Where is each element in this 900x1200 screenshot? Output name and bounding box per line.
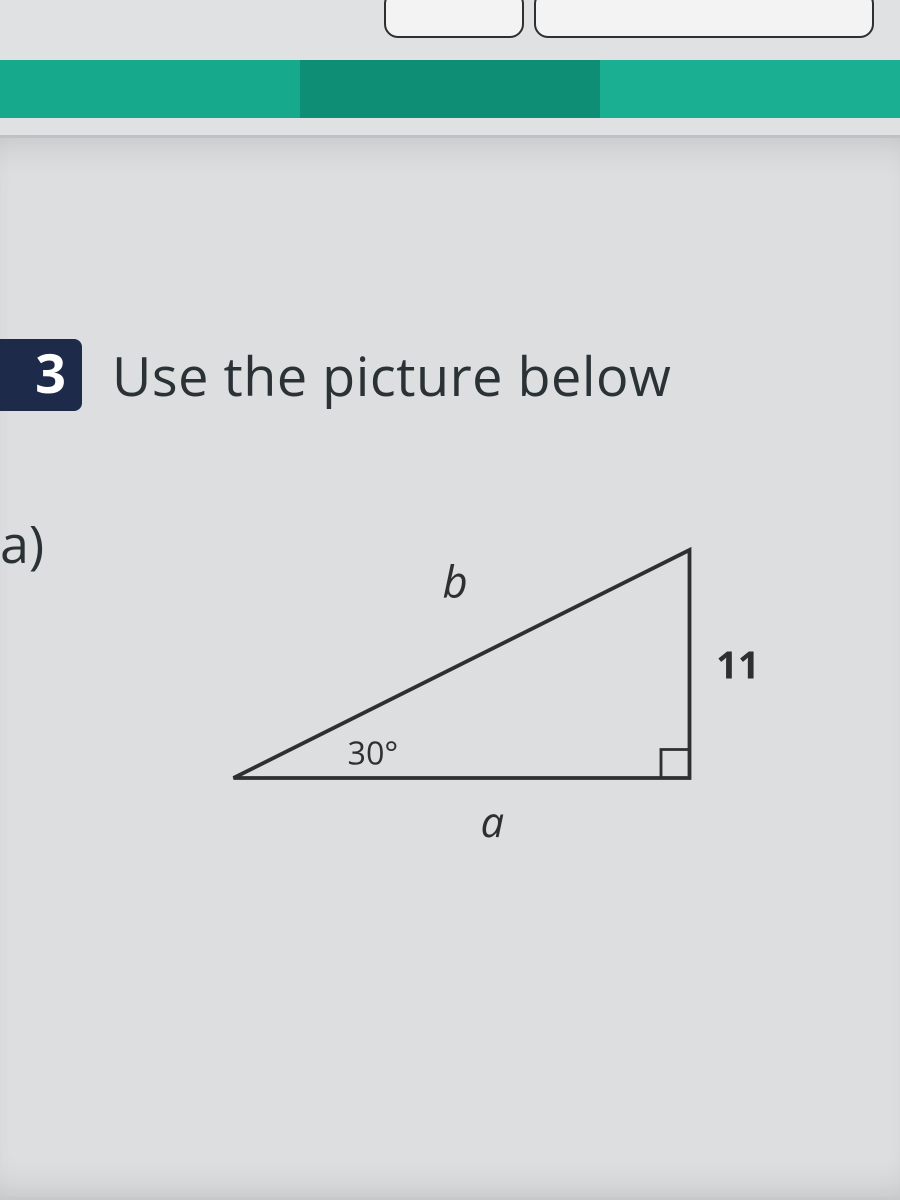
triangle-svg: b 11 30° a <box>190 493 790 873</box>
question-prompt: Use the picture below <box>112 338 671 412</box>
label-angle: 30° <box>348 731 399 775</box>
accent-bar <box>0 60 900 118</box>
header-input-large[interactable] <box>534 0 874 38</box>
question-number-badge: 3 <box>0 339 82 411</box>
part-label: a) <box>0 508 44 579</box>
question-header: 3 Use the picture below <box>0 338 860 412</box>
header-input-small[interactable] <box>384 0 524 38</box>
question-panel: 3 Use the picture below a) b 11 30° a <box>0 135 900 1200</box>
label-base: a <box>481 793 505 850</box>
triangle-figure: b 11 30° a <box>190 493 790 873</box>
right-angle-marker <box>661 750 690 779</box>
accent-seg-2 <box>300 60 600 118</box>
accent-seg-3 <box>600 60 900 118</box>
label-hypotenuse: b <box>443 551 468 611</box>
accent-seg-1 <box>0 60 300 118</box>
header-input-row <box>0 0 900 60</box>
label-vertical-side: 11 <box>716 638 759 690</box>
